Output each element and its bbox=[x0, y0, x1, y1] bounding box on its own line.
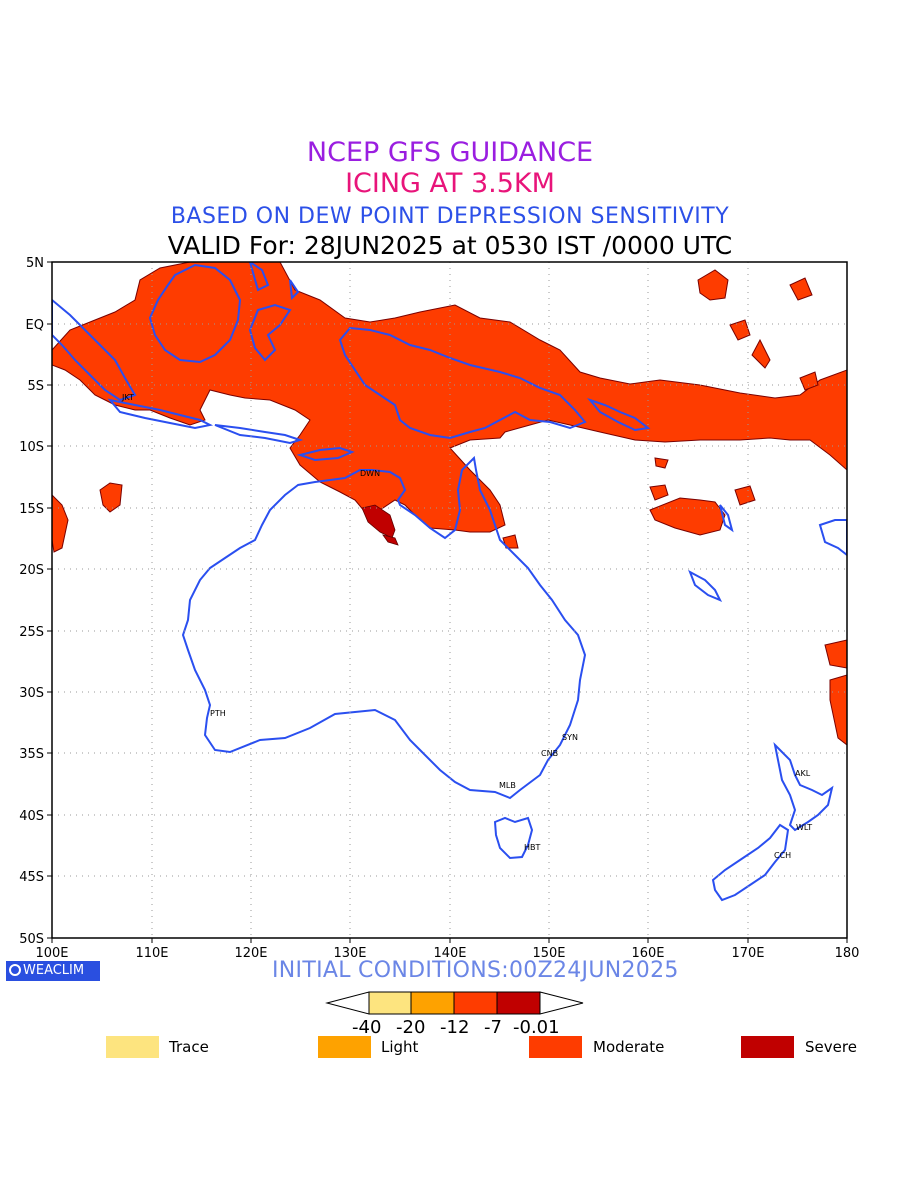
lat-label: 30S bbox=[19, 686, 44, 701]
lon-label: 180 bbox=[835, 946, 860, 961]
lat-label: 5S bbox=[27, 379, 44, 394]
copyright-icon bbox=[9, 964, 21, 976]
colorbar-tick-label: -0.01 bbox=[513, 1017, 560, 1038]
city-label-wlt: WLT bbox=[796, 823, 812, 832]
title-method: BASED ON DEW POINT DEPRESSION SENSITIVIT… bbox=[170, 204, 730, 229]
lat-label: 40S bbox=[19, 809, 44, 824]
colorbar-tick-label: -7 bbox=[484, 1017, 502, 1038]
city-label-pth: PTH bbox=[210, 709, 226, 718]
lon-label: 110E bbox=[135, 946, 168, 961]
lon-label: 130E bbox=[333, 946, 366, 961]
city-label-hbt: HBT bbox=[524, 843, 541, 852]
legend-swatch bbox=[106, 1036, 159, 1058]
legend-label: Severe bbox=[805, 1038, 857, 1056]
lat-label: EQ bbox=[26, 318, 44, 333]
title-field: ICING AT 3.5KM bbox=[345, 168, 555, 199]
city-label-syn: SYN bbox=[562, 733, 578, 742]
legend-swatch bbox=[529, 1036, 582, 1058]
legend-swatch bbox=[741, 1036, 794, 1058]
lat-label: 25S bbox=[19, 625, 44, 640]
city-label-akl: AKL bbox=[795, 769, 811, 778]
colorbar-tick-label: -20 bbox=[396, 1017, 426, 1038]
legend-swatch bbox=[318, 1036, 371, 1058]
city-label-jkt: JKT bbox=[121, 393, 134, 402]
city-label-cnb: CNB bbox=[541, 749, 558, 758]
lat-label: 5N bbox=[26, 256, 44, 271]
lat-label: 15S bbox=[19, 502, 44, 517]
city-label-dwn: DWN bbox=[360, 469, 380, 478]
icing-severe-areas bbox=[361, 504, 399, 546]
lon-label: 160E bbox=[631, 946, 664, 961]
lat-label: 20S bbox=[19, 563, 44, 578]
lat-label: 45S bbox=[19, 870, 44, 885]
lat-label: 10S bbox=[19, 440, 44, 455]
title-valid-time: VALID For: 28JUN2025 at 0530 IST /0000 U… bbox=[167, 231, 733, 260]
lon-label: 100E bbox=[35, 946, 68, 961]
colorbar-tick-label: -40 bbox=[352, 1017, 382, 1038]
weaclim-logo: WEACLIM bbox=[6, 961, 100, 981]
lat-label: 35S bbox=[19, 747, 44, 762]
legend-label: Trace bbox=[169, 1038, 209, 1056]
city-label-mlb: MLB bbox=[499, 781, 516, 790]
lon-label: 170E bbox=[731, 946, 764, 961]
lat-label: 50S bbox=[19, 932, 44, 947]
lon-label: 150E bbox=[532, 946, 565, 961]
lon-label: 140E bbox=[433, 946, 466, 961]
initial-conditions: INITIAL CONDITIONS:00Z24JUN2025 bbox=[272, 958, 679, 983]
legend-label: Moderate bbox=[593, 1038, 665, 1056]
title-product: NCEP GFS GUIDANCE bbox=[306, 137, 594, 168]
legend-label: Light bbox=[381, 1038, 419, 1056]
lon-label: 120E bbox=[234, 946, 267, 961]
graticule bbox=[52, 262, 847, 938]
colorbar-tick-label: -12 bbox=[440, 1017, 470, 1038]
city-label-cch: CCH bbox=[774, 851, 791, 860]
